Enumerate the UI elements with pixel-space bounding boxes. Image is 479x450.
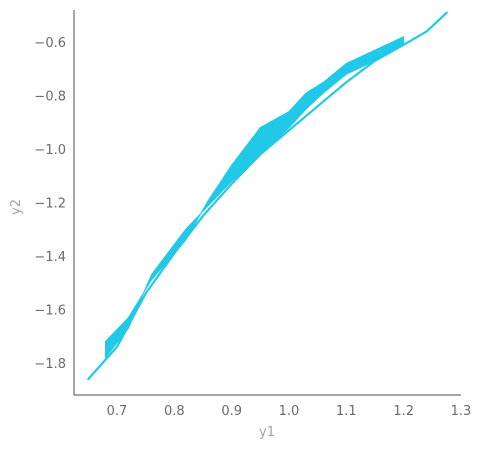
x-tick-label: 0.7 — [107, 404, 128, 419]
x-tick-label: 1.3 — [451, 404, 472, 419]
y-tick-label: −1.2 — [34, 197, 66, 212]
x-tick-label: 1.2 — [393, 404, 414, 419]
y-tick-label: −1.0 — [34, 143, 66, 158]
y-tick-label: −0.8 — [34, 90, 66, 105]
series-line — [87, 11, 448, 381]
x-tick-label: 1.0 — [279, 404, 300, 419]
series-band — [105, 36, 405, 359]
x-tick-label: 0.8 — [164, 404, 185, 419]
y-axis-label: y2 — [9, 199, 24, 215]
y-tick-label: −1.8 — [34, 357, 66, 372]
y-tick-label: −0.6 — [34, 36, 66, 51]
x-tick-label: 1.1 — [336, 404, 357, 419]
plot-area — [87, 11, 448, 381]
x-ticks: 0.7 0.8 0.9 1.0 1.1 1.2 1.3 — [107, 404, 472, 419]
x-tick-label: 0.9 — [221, 404, 242, 419]
x-axis-label: y1 — [259, 425, 275, 440]
y-tick-label: −1.6 — [34, 303, 66, 318]
y-ticks: −1.8 −1.6 −1.4 −1.2 −1.0 −0.8 −0.6 — [34, 36, 66, 372]
y-tick-label: −1.4 — [34, 250, 66, 265]
